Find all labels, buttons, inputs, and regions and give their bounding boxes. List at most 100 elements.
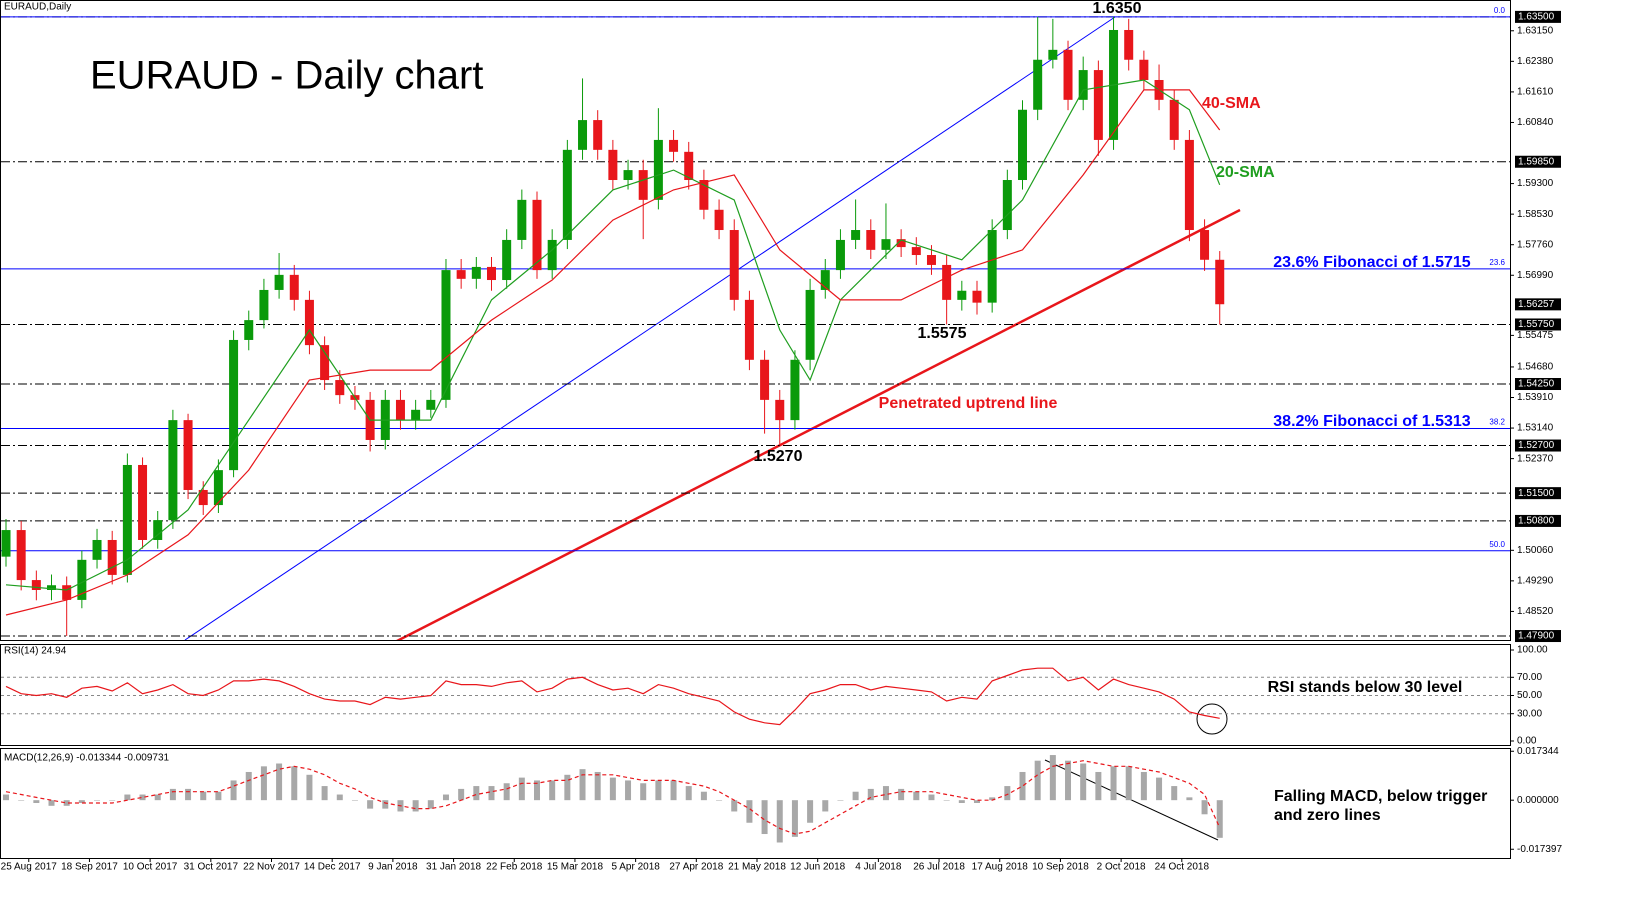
candle-body: [835, 239, 845, 271]
candle-body: [866, 230, 876, 250]
macd-bar: [837, 800, 844, 801]
y-tick-label: 1.53140: [1517, 423, 1554, 434]
y-tick-label: 100.00: [1517, 645, 1548, 656]
macd-bar: [685, 786, 692, 801]
fib-label: 38.2: [1489, 418, 1505, 427]
candle-body: [957, 290, 967, 300]
signal-line: [5, 760, 1221, 835]
chart-title: EURAUD - Daily chart: [90, 54, 483, 98]
candle-body: [320, 345, 330, 381]
macd-bar: [33, 800, 40, 803]
macd-bar: [1080, 763, 1087, 801]
macd-bar: [260, 766, 267, 801]
candle-body: [168, 420, 178, 521]
macd-bar: [807, 800, 814, 823]
candle-body: [1, 530, 11, 557]
level-box: [1515, 439, 1561, 452]
level-label: 1.55750: [1518, 319, 1555, 330]
macd-bar: [776, 800, 783, 843]
macd-bar: [518, 777, 525, 801]
x-tick-label: 31 Oct 2017: [184, 862, 239, 873]
x-tick-label: 4 Jul 2018: [855, 862, 902, 873]
macd-bar: [473, 786, 480, 801]
y-tick-label: 1.54680: [1517, 362, 1554, 373]
macd-bar: [867, 788, 874, 801]
x-tick-label: 22 Feb 2018: [486, 862, 543, 873]
macd-bar: [427, 800, 434, 809]
macd-bar: [852, 791, 859, 801]
level-label: 1.63500: [1518, 12, 1555, 23]
candle-body: [532, 199, 542, 271]
candle-body: [289, 274, 299, 300]
macd-bar: [154, 794, 161, 801]
candle-body: [775, 399, 785, 421]
legend-label: 40-SMA: [1202, 95, 1261, 112]
level-label: 1.51500: [1518, 488, 1555, 499]
price-layer: [1, 16, 1510, 640]
macd-bar: [943, 800, 950, 801]
x-tick-label: 12 Jun 2018: [790, 862, 845, 873]
candle-body: [896, 239, 906, 248]
macd-bar: [1201, 800, 1208, 815]
candle-body: [1200, 230, 1210, 260]
candle-body: [790, 359, 800, 421]
candle-body: [335, 380, 345, 396]
macd-bar: [761, 800, 768, 835]
candle-body: [426, 399, 436, 410]
macd-bar: [791, 800, 798, 837]
candle-body: [562, 149, 572, 240]
macd-bar: [139, 794, 146, 801]
annotation: 1.5270: [754, 448, 803, 465]
macd-bar: [367, 800, 374, 809]
candle-body: [714, 209, 724, 231]
macd-bar: [48, 800, 55, 806]
macd-bar: [458, 788, 465, 801]
macd-bar: [640, 783, 647, 801]
candle-body: [107, 539, 117, 575]
fib-label: 50.0: [1489, 540, 1505, 549]
y-tick-label: 1.62380: [1517, 56, 1554, 67]
candle-body: [304, 299, 314, 346]
macd-bar: [1049, 755, 1056, 801]
candle-body: [638, 170, 648, 200]
level-box: [1515, 318, 1561, 331]
candle-body: [1184, 139, 1194, 231]
macd-bar: [746, 800, 753, 823]
annotation: 1.6350: [1093, 0, 1142, 17]
annotation: 23.6% Fibonacci of 1.5715: [1273, 254, 1471, 271]
candle-body: [411, 409, 421, 421]
x-tick-label: 26 Jul 2018: [913, 862, 965, 873]
candle-body: [274, 274, 284, 290]
symbol-label: EURAUD,Daily: [4, 2, 71, 13]
macd-bar: [169, 788, 176, 801]
macd-bar: [503, 783, 510, 801]
legend-label: 20-SMA: [1216, 164, 1275, 181]
candle-body: [1002, 180, 1012, 231]
macd-bar: [78, 800, 85, 803]
candle-body: [259, 289, 269, 321]
y-tick-label: 1.61610: [1517, 87, 1554, 98]
macd-bar: [928, 794, 935, 801]
candle-body: [183, 420, 193, 490]
candle-body: [653, 139, 663, 200]
macd-bar: [382, 800, 389, 809]
sma-line: [5, 79, 1221, 591]
rsi-label: RSI(14) 24.94: [4, 646, 67, 657]
candle-body: [1033, 59, 1043, 110]
candle-body: [244, 320, 254, 340]
candle-body: [213, 470, 223, 506]
channel-line: [184, 16, 1116, 640]
x-tick-label: 2 Oct 2018: [1097, 862, 1146, 873]
candle-body: [395, 399, 405, 421]
candle-body: [517, 199, 527, 240]
annotation: 1.5575: [918, 325, 967, 342]
candle-body: [547, 239, 557, 271]
macd-bar: [1019, 771, 1026, 801]
macd-bar: [306, 774, 313, 801]
macd-bar: [898, 788, 905, 801]
macd-bar: [1140, 771, 1147, 801]
x-tick-label: 9 Jan 2018: [368, 862, 418, 873]
annotation: RSI stands below 30 level: [1268, 679, 1463, 696]
